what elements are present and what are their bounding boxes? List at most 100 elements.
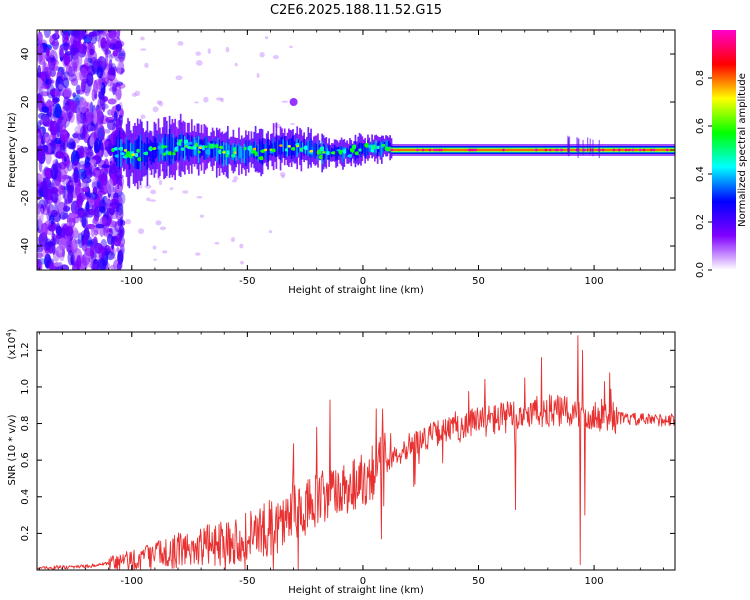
heat-peak <box>218 149 223 155</box>
heat-peak <box>665 148 669 152</box>
colorbar-tick-label: 0.4 <box>695 166 706 182</box>
spectrogram-panel: -100 -50 0 50 100 -40 -20 0 20 40 Height of stra… <box>7 29 676 296</box>
heat-blob <box>112 259 123 270</box>
heat-blob <box>289 98 298 106</box>
heat-blob <box>37 137 41 144</box>
heat-blob <box>37 77 43 89</box>
heat-blob <box>152 245 157 250</box>
heat-peak <box>583 148 587 152</box>
heat-blob <box>116 88 122 100</box>
heat-blob <box>88 166 93 175</box>
heat-blob <box>46 46 50 57</box>
heat-peak <box>299 147 305 152</box>
heat-blob <box>119 216 124 226</box>
heat-blob <box>59 264 70 270</box>
snr-panel: -100 -50 0 50 100 0.2 0.4 0.6 0.8 1.0 1.2 Height … <box>5 328 676 596</box>
heat-blob <box>48 58 52 66</box>
heat-blob <box>119 248 124 254</box>
heat-core <box>257 144 260 162</box>
heat-blob <box>55 225 63 236</box>
heat-blob <box>37 252 43 259</box>
heat-peak <box>194 142 199 148</box>
heat-blob <box>140 48 147 51</box>
heat-blob <box>98 55 103 69</box>
heat-blob <box>89 159 97 164</box>
heat-blob <box>63 156 67 163</box>
heat-blob <box>66 138 76 150</box>
heat-blob <box>81 237 88 252</box>
heat-blob <box>72 30 80 39</box>
heat-blob <box>203 96 209 103</box>
heat-blob <box>290 122 295 125</box>
heat-blob <box>272 54 279 60</box>
heat-peak <box>624 148 628 152</box>
heat-peak <box>556 148 560 152</box>
heat-blob <box>152 106 159 113</box>
heat-core <box>365 146 368 156</box>
heat-blob <box>63 71 70 78</box>
heat-core <box>182 135 185 158</box>
heat-peak <box>287 145 292 148</box>
heat-blob <box>264 36 269 40</box>
heat-blob <box>58 237 67 251</box>
heat-blob <box>86 72 94 87</box>
heat-blob <box>63 87 73 99</box>
heat-peak <box>252 147 257 151</box>
heat-blob <box>71 227 79 240</box>
heat-peak <box>612 148 616 152</box>
heat-blob <box>100 41 110 52</box>
heat-peak <box>204 145 209 149</box>
heat-peak <box>544 148 548 152</box>
heat-blob <box>182 190 189 194</box>
heat-blob <box>175 75 183 81</box>
spectrogram-y-ticks: -40 -20 0 20 40 <box>20 48 675 254</box>
heat-blob <box>109 54 113 62</box>
spectrogram-x-ticks: -100 -50 0 50 100 <box>38 30 664 287</box>
heat-core <box>288 139 290 157</box>
heat-peak <box>601 148 605 152</box>
heat-blob <box>76 194 83 209</box>
heat-blob <box>114 211 120 216</box>
heat-core <box>276 141 279 151</box>
heat-blob <box>98 245 106 260</box>
heat-blob <box>576 137 578 152</box>
heat-blob <box>38 203 43 209</box>
heat-blob <box>79 67 89 83</box>
heat-core <box>240 146 243 163</box>
heat-blob <box>89 244 95 260</box>
heat-blob <box>577 138 579 159</box>
heat-blob <box>38 252 44 258</box>
heat-core <box>354 141 357 161</box>
heat-blob <box>37 42 44 56</box>
heat-peak <box>233 151 238 154</box>
heat-core <box>185 142 188 156</box>
heat-core <box>160 143 163 155</box>
heat-blob <box>52 59 59 67</box>
heat-blob <box>108 31 116 39</box>
x-tick-label: -100 <box>120 576 143 587</box>
heat-peak <box>167 151 173 156</box>
heat-peak <box>439 148 443 152</box>
snr-scale-close: ) <box>7 328 18 332</box>
heat-peak <box>390 148 394 152</box>
heat-core <box>367 140 369 156</box>
y-tick-label: 0.2 <box>20 525 31 541</box>
heat-core <box>239 145 242 158</box>
heat-blob <box>68 213 78 219</box>
heat-blob <box>281 100 289 103</box>
heat-core <box>282 139 285 152</box>
heat-peak <box>649 148 653 152</box>
heat-peak <box>322 151 327 154</box>
x-tick-label: 100 <box>585 576 604 587</box>
heat-core <box>296 138 299 157</box>
heat-core <box>229 144 232 158</box>
heat-core <box>206 137 208 159</box>
heat-core <box>333 144 336 157</box>
heat-blob <box>70 78 79 86</box>
heat-peak <box>642 148 646 152</box>
heat-peak <box>435 148 439 152</box>
heat-blob <box>54 137 62 145</box>
heat-core <box>232 143 235 160</box>
heat-blob <box>81 186 89 192</box>
